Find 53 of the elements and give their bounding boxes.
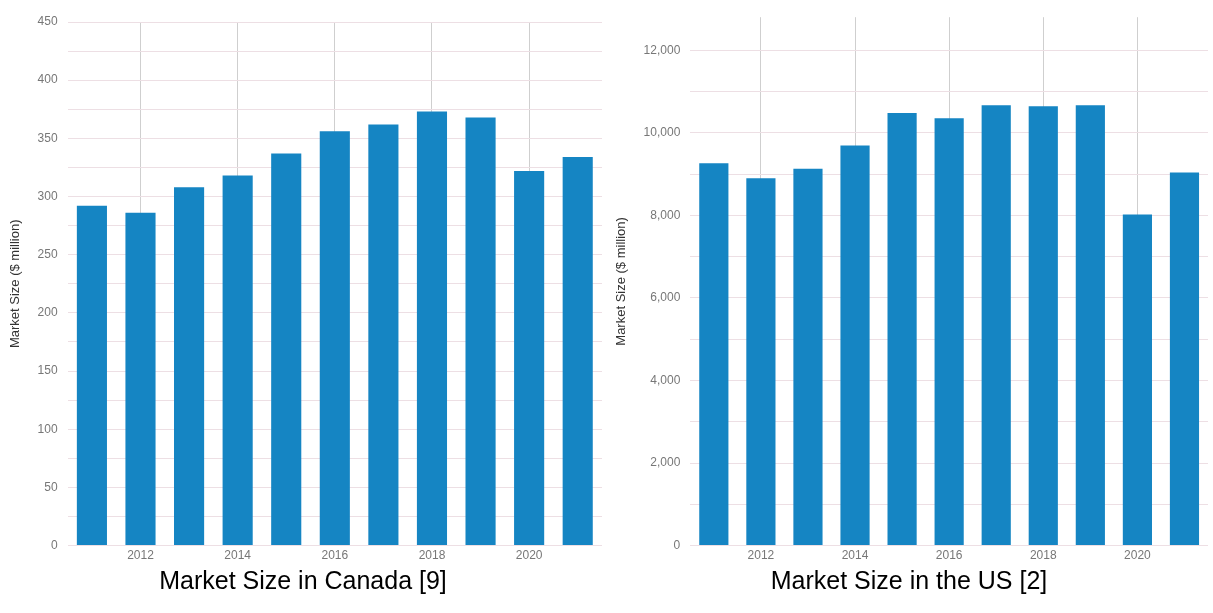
bar <box>1122 214 1152 546</box>
bar <box>465 117 496 546</box>
x-tick-label: 2018 <box>1029 548 1057 563</box>
bar <box>1075 105 1105 546</box>
x-tick-label: 2014 <box>224 548 252 563</box>
y-axis-title: Market Size ($ million) <box>613 217 629 346</box>
y-tick-label: 150 <box>37 363 58 378</box>
bar <box>887 112 917 546</box>
bar <box>934 118 964 546</box>
bar <box>222 175 253 546</box>
bar <box>125 212 156 546</box>
y-tick-label: 10,000 <box>643 125 681 140</box>
x-tick-label: 2012 <box>747 548 775 563</box>
text: Market Size in the US [2] <box>769 566 1049 595</box>
bar <box>981 105 1011 546</box>
y-tick-label: 2,000 <box>650 455 681 470</box>
y-tick-label: 400 <box>37 72 58 87</box>
x-tick-label: 2016 <box>935 548 963 563</box>
y-tick-label: 200 <box>37 305 58 320</box>
y-tick-label: 50 <box>44 479 58 494</box>
bar <box>319 131 350 546</box>
bar <box>699 163 729 546</box>
y-tick-label: 0 <box>50 537 58 552</box>
y-tick-label: 450 <box>37 14 58 29</box>
bar <box>514 170 545 546</box>
x-tick-label: 2018 <box>418 548 446 563</box>
y-tick-label: 100 <box>37 421 58 436</box>
bar <box>1028 106 1058 546</box>
bar <box>368 124 399 546</box>
x-tick-label: 2012 <box>127 548 155 563</box>
x-tick-label: 2014 <box>841 548 869 563</box>
bar <box>76 205 107 546</box>
y-tick-label: 250 <box>37 247 58 262</box>
bar <box>793 168 823 546</box>
y-axis-title: Market Size ($ million) <box>7 219 23 349</box>
bar <box>271 153 302 546</box>
bar <box>840 145 870 546</box>
x-tick-label: 2020 <box>1124 548 1152 563</box>
bar <box>1169 172 1200 546</box>
y-tick-label: 350 <box>37 130 58 145</box>
y-tick-label: 4,000 <box>650 372 681 387</box>
y-tick-label: 300 <box>37 188 58 203</box>
x-tick-label: 2020 <box>515 548 543 563</box>
bar <box>746 178 776 546</box>
y-tick-label: 6,000 <box>650 290 681 305</box>
bar <box>562 156 593 546</box>
y-tick-label: 8,000 <box>650 207 681 222</box>
text: Market Size in Canada [9] <box>158 566 448 595</box>
y-tick-label: 12,000 <box>643 42 681 57</box>
bar <box>174 187 205 546</box>
y-tick-label: 0 <box>673 537 681 552</box>
x-tick-label: 2016 <box>321 548 349 563</box>
bar <box>416 111 448 546</box>
